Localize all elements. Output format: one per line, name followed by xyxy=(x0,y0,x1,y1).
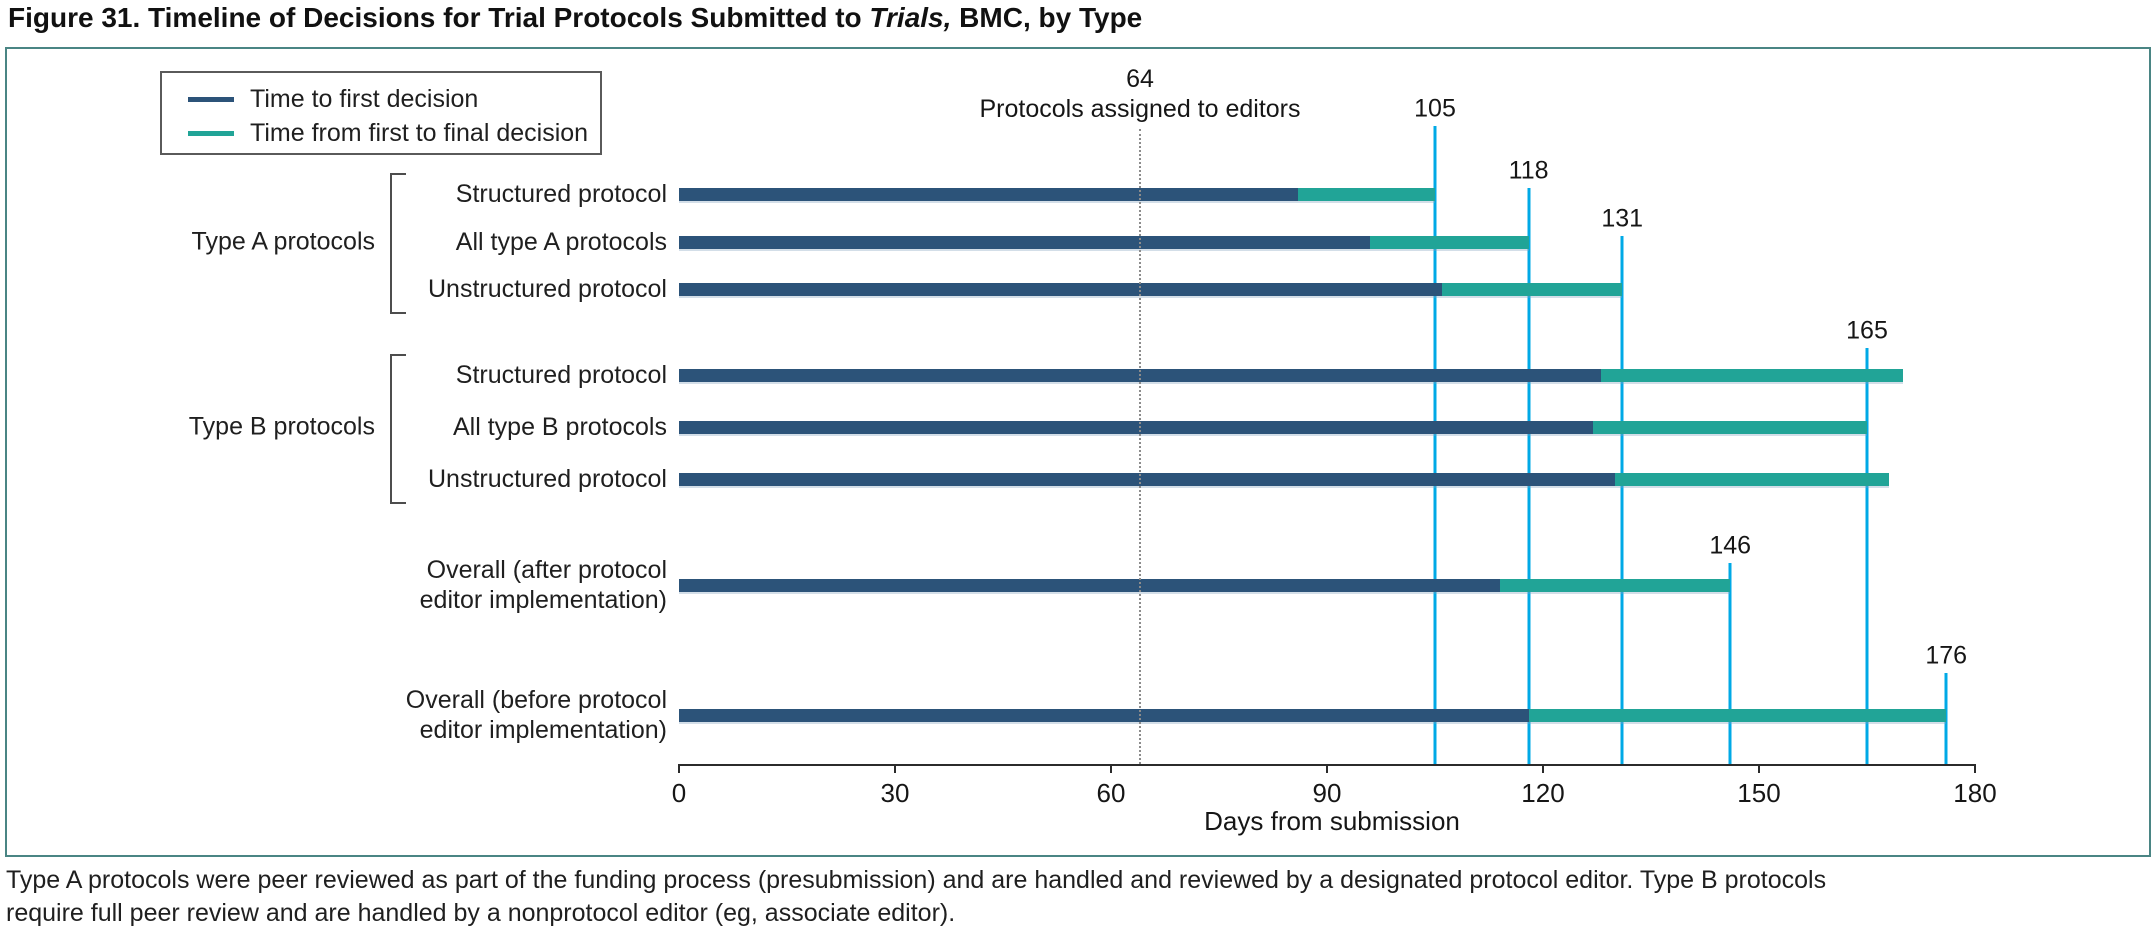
callout-line xyxy=(1620,236,1624,764)
x-axis-tick-label: 120 xyxy=(1521,778,1565,808)
callout-line xyxy=(1865,348,1869,764)
bar-final-decision-segment xyxy=(1615,473,1889,486)
figure-title-journal: Trials, xyxy=(869,2,952,33)
callout-label: 118 xyxy=(1508,156,1549,185)
legend-swatch xyxy=(188,96,234,102)
x-axis-tick-label: 150 xyxy=(1737,778,1781,808)
bar-first-decision-segment xyxy=(679,421,1594,434)
row-label: Unstructured protocol xyxy=(427,275,667,303)
reference-value-label: 64 xyxy=(1126,65,1154,93)
legend-label: Time from first to final decision xyxy=(250,118,589,147)
x-axis-tick-label: 60 xyxy=(1096,778,1126,808)
row-label: Overall (before protocol editor implemen… xyxy=(405,686,667,744)
bar-final-decision-segment xyxy=(1442,283,1623,296)
bar-first-decision-segment xyxy=(679,283,1443,296)
x-axis-tick xyxy=(1542,764,1544,773)
legend-swatch xyxy=(188,130,234,136)
callout-line xyxy=(1433,126,1437,764)
callout-line xyxy=(1944,673,1948,764)
row-label: Unstructured protocol xyxy=(427,465,667,493)
x-axis-label: Days from submission xyxy=(1204,806,1460,836)
group-label: Type B protocols xyxy=(188,412,375,441)
bar-final-decision-segment xyxy=(1593,421,1867,434)
bar-first-decision-segment xyxy=(679,236,1371,249)
callout-label: 105 xyxy=(1414,94,1456,123)
bar-first-decision-segment xyxy=(679,709,1529,722)
row-label: Structured protocol xyxy=(455,361,667,389)
bar-first-decision-segment xyxy=(679,188,1299,201)
x-axis-tick-label: 180 xyxy=(1953,778,1997,808)
callout-label: 165 xyxy=(1846,316,1888,345)
bar-first-decision-segment xyxy=(679,579,1500,592)
footnote: Type A protocols were peer reviewed as p… xyxy=(6,866,1827,927)
group-bracket xyxy=(390,354,406,504)
bar-final-decision-segment xyxy=(1528,709,1947,722)
legend-label: Time to first decision xyxy=(250,84,479,113)
x-axis-tick xyxy=(1110,764,1112,773)
row-label: All type A protocols xyxy=(455,228,667,256)
reference-dotted-line xyxy=(1139,129,1141,764)
chart-figure: Time to first decision Time from first to… xyxy=(5,47,2151,857)
group-bracket xyxy=(390,173,406,314)
figure-title-suffix: BMC, by Type xyxy=(951,2,1143,33)
legend: Time to first decision Time from first to… xyxy=(160,71,602,155)
row-label: Structured protocol xyxy=(455,180,667,208)
x-axis-tick xyxy=(1326,764,1328,773)
x-axis-tick-label: 30 xyxy=(880,778,910,808)
row-label: Overall (after protocol editor implement… xyxy=(419,556,667,614)
row-label: All type B protocols xyxy=(453,413,667,441)
bar-first-decision-segment xyxy=(679,473,1615,486)
legend-item: Time from first to final decision xyxy=(188,118,588,148)
legend-item: Time to first decision xyxy=(188,84,478,114)
figure-title: Figure 31. Timeline of Decisions for Tri… xyxy=(8,2,1142,34)
bar-final-decision-segment xyxy=(1370,236,1529,249)
bar-final-decision-segment xyxy=(1298,188,1435,201)
group-label: Type A protocols xyxy=(191,227,375,256)
callout-line xyxy=(1728,563,1732,764)
x-axis-tick-label: 90 xyxy=(1312,778,1342,808)
bar-final-decision-segment xyxy=(1600,369,1903,382)
x-axis-tick-label: 0 xyxy=(671,778,687,808)
reference-text-label: Protocols assigned to editors xyxy=(979,95,1301,123)
callout-label: 131 xyxy=(1601,204,1644,233)
callout-label: 176 xyxy=(1925,641,1968,670)
x-axis-tick xyxy=(1974,764,1976,773)
figure-title-prefix: Figure 31. Timeline of Decisions for Tri… xyxy=(8,2,870,33)
x-axis-tick xyxy=(1758,764,1760,773)
bar-final-decision-segment xyxy=(1499,579,1731,592)
callout-label: 146 xyxy=(1709,531,1752,560)
x-axis-tick xyxy=(894,764,896,773)
x-axis-tick xyxy=(678,764,680,773)
